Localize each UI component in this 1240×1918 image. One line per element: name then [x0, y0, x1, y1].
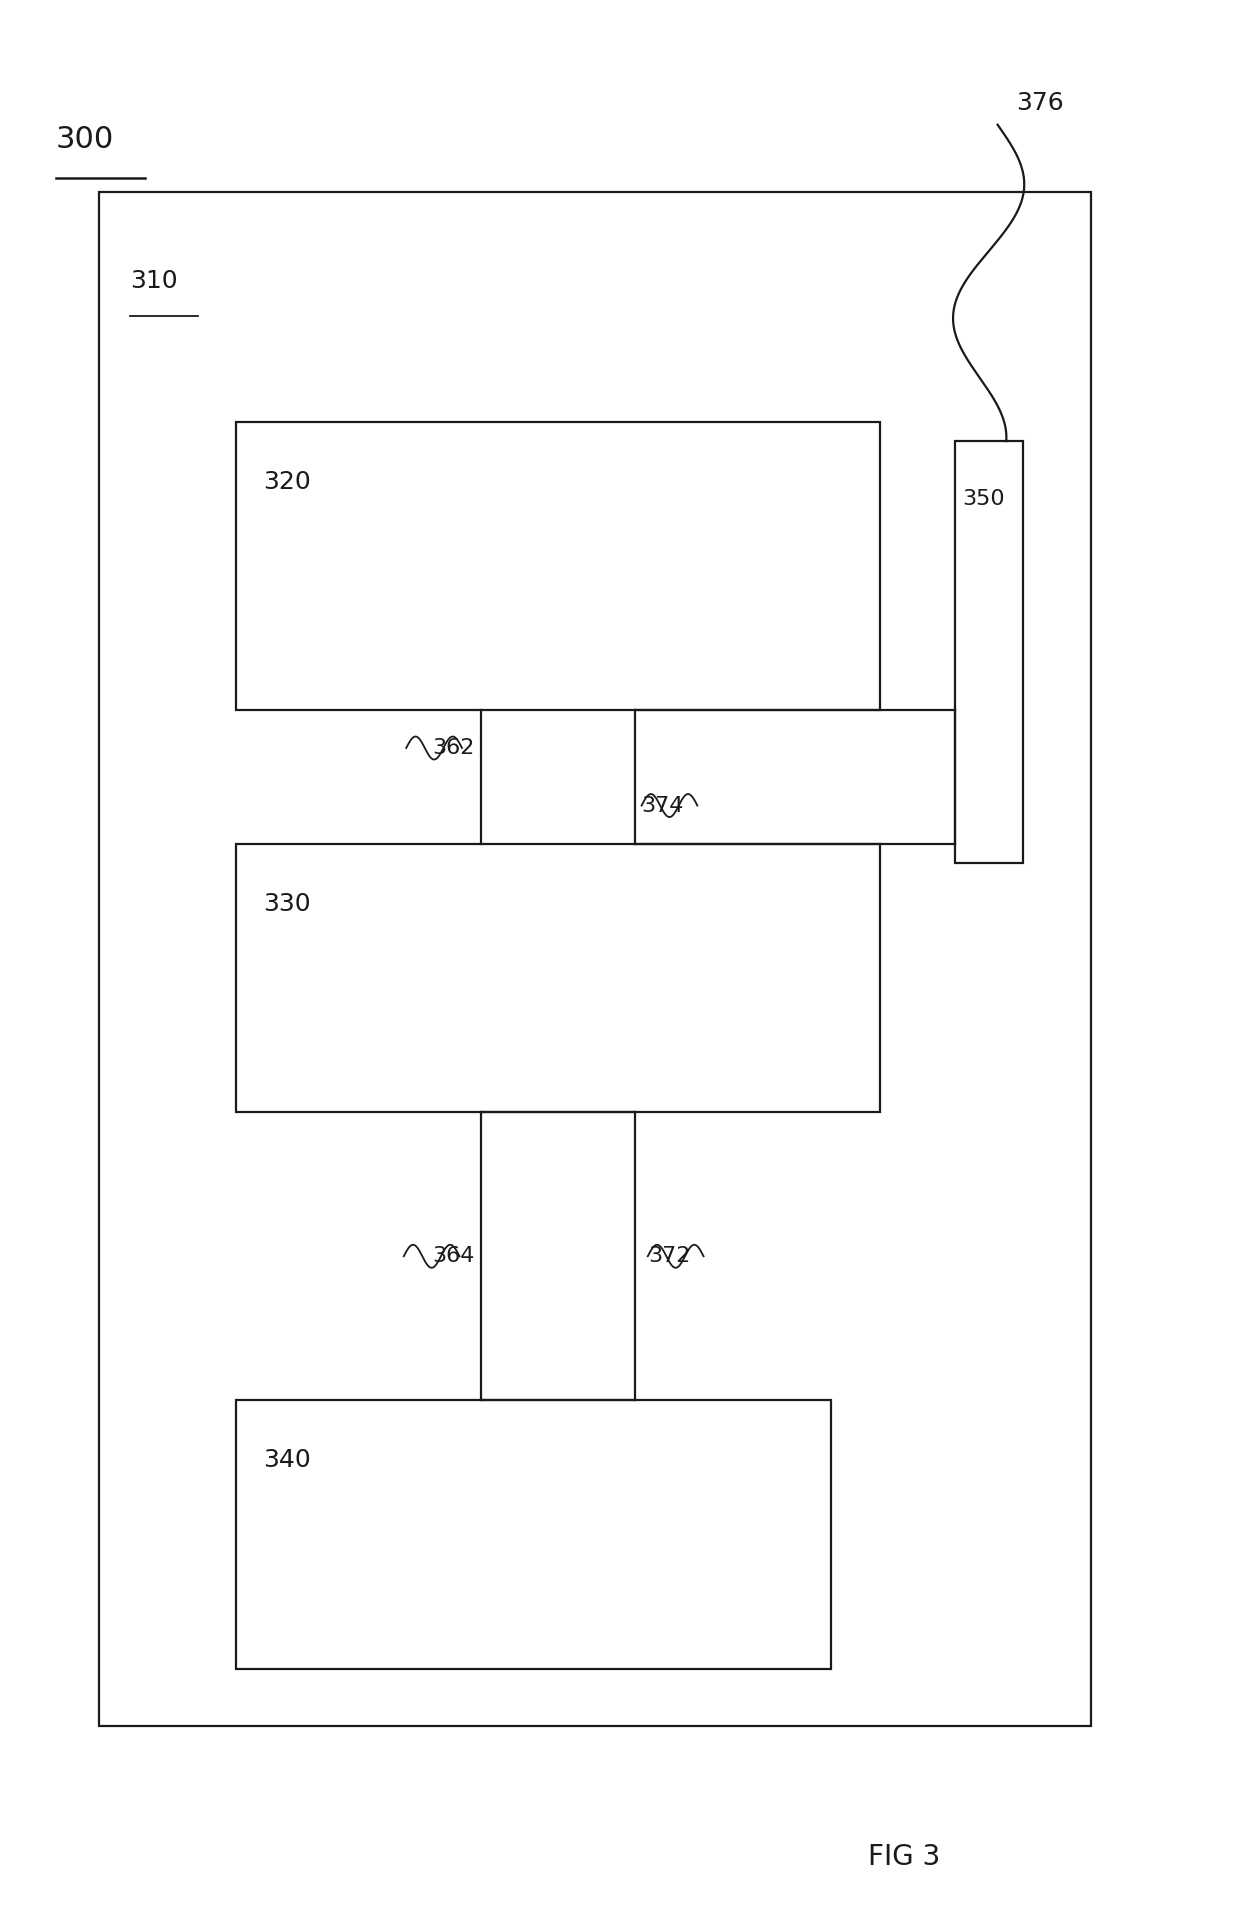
Bar	[236, 422, 880, 710]
Text: 300: 300	[56, 125, 114, 153]
Text: 320: 320	[263, 470, 311, 495]
Text: 350: 350	[962, 489, 1004, 508]
Bar	[955, 441, 1023, 863]
Text: 340: 340	[263, 1448, 311, 1473]
Text: 372: 372	[647, 1247, 691, 1266]
Text: 310: 310	[130, 269, 177, 293]
Text: 362: 362	[432, 738, 475, 758]
Text: 374: 374	[641, 796, 684, 815]
Text: FIG 3: FIG 3	[868, 1843, 940, 1870]
Text: 364: 364	[432, 1247, 475, 1266]
Bar	[236, 844, 880, 1112]
Text: 330: 330	[263, 892, 310, 917]
Bar	[236, 1400, 831, 1669]
Text: 376: 376	[1017, 90, 1064, 115]
Bar	[99, 192, 1091, 1726]
